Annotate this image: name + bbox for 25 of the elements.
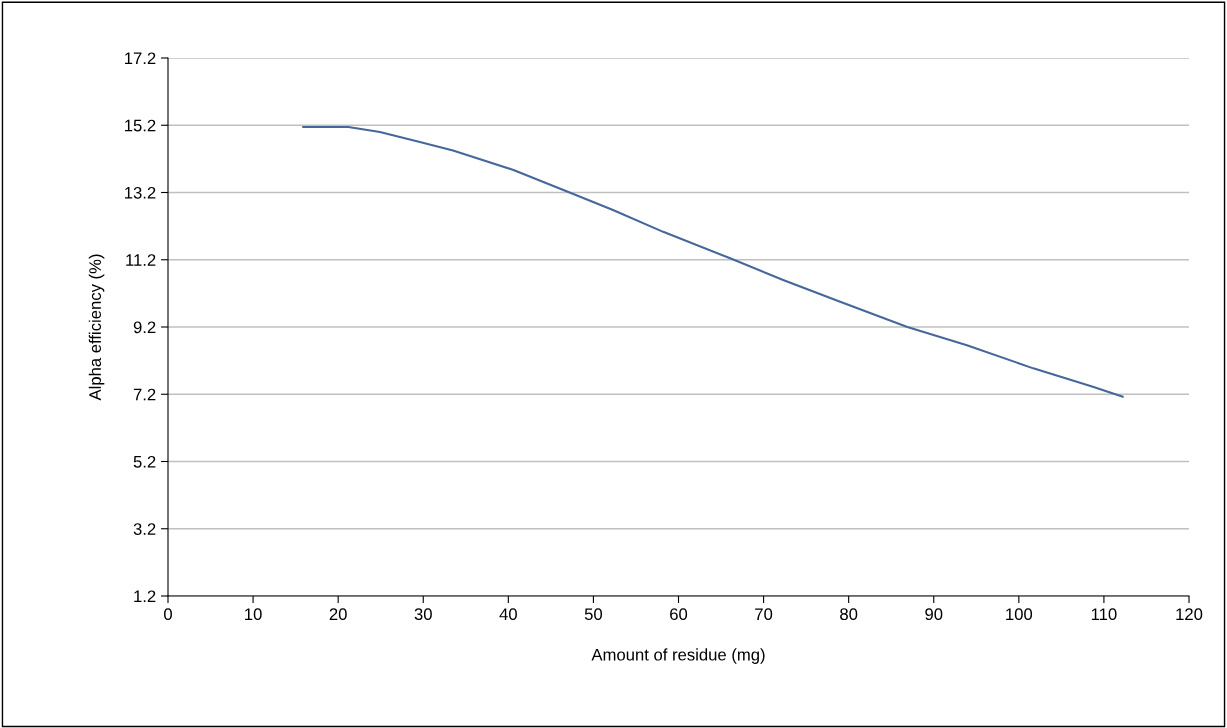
x-tick-label: 120 <box>1176 608 1203 621</box>
y-tick-label: 11.2 <box>126 254 156 266</box>
y-tick-label: 9.2 <box>133 321 156 334</box>
x-tick-label: 20 <box>329 608 347 621</box>
x-tick-label: 90 <box>925 608 943 621</box>
y-tick-label: 13.2 <box>125 186 156 199</box>
y-tick-label: 15.2 <box>125 119 156 132</box>
x-tick-label: 70 <box>755 608 773 621</box>
x-tick-label: 0 <box>164 608 172 621</box>
x-axis-title: Amount of residue (mg) <box>591 648 765 664</box>
x-tick-label: 10 <box>245 608 262 621</box>
x-tick-label: 80 <box>840 608 858 621</box>
y-tick-label: 3.2 <box>133 523 156 535</box>
y-tick-label: 7.2 <box>133 388 156 401</box>
y-tick-label: 1.2 <box>134 590 156 603</box>
x-tick-label: 30 <box>414 608 432 621</box>
y-tick-label: 17.2 <box>125 52 156 65</box>
x-tick-label: 110 <box>1091 608 1117 621</box>
x-tick-label: 60 <box>670 608 688 621</box>
x-tick-label: 40 <box>499 608 517 621</box>
y-tick-label: 5.2 <box>133 455 156 468</box>
line-series <box>302 125 1124 398</box>
x-tick-label: 100 <box>1006 608 1033 621</box>
x-tick-label: 50 <box>584 608 603 621</box>
y-axis-title: Alpha efficiency (%) <box>88 254 105 401</box>
